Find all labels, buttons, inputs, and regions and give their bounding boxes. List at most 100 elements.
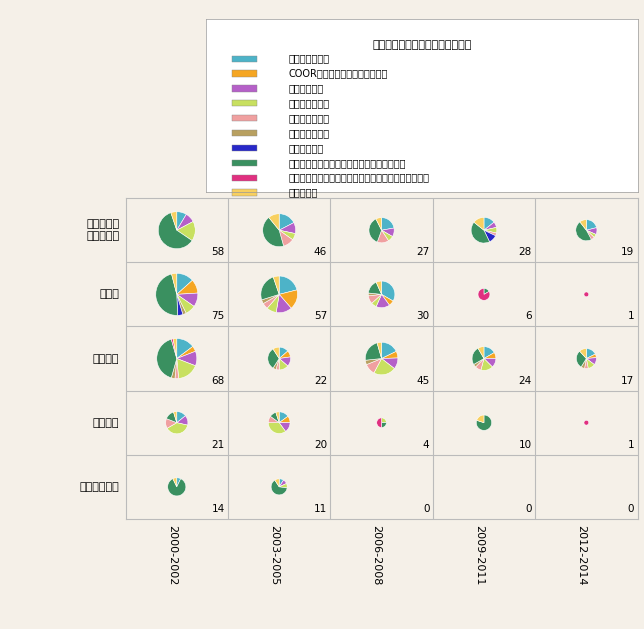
- Wedge shape: [261, 294, 279, 304]
- Wedge shape: [156, 339, 176, 378]
- Wedge shape: [176, 281, 198, 294]
- Text: 10: 10: [519, 440, 532, 450]
- Wedge shape: [376, 294, 390, 308]
- Wedge shape: [576, 351, 586, 367]
- Wedge shape: [576, 222, 591, 241]
- Wedge shape: [484, 227, 497, 233]
- Wedge shape: [279, 214, 294, 230]
- Wedge shape: [276, 294, 291, 313]
- Text: 日本曹達: 日本曹達: [93, 418, 119, 428]
- Wedge shape: [156, 274, 178, 315]
- Wedge shape: [176, 411, 185, 423]
- Wedge shape: [365, 343, 381, 360]
- Wedge shape: [374, 359, 394, 375]
- Wedge shape: [473, 359, 484, 367]
- Wedge shape: [586, 228, 597, 235]
- Wedge shape: [263, 218, 283, 247]
- Wedge shape: [279, 359, 288, 370]
- Wedge shape: [475, 359, 484, 370]
- Wedge shape: [581, 359, 586, 369]
- Wedge shape: [176, 274, 193, 294]
- Wedge shape: [484, 347, 495, 359]
- Wedge shape: [586, 359, 594, 369]
- Wedge shape: [171, 212, 177, 230]
- Wedge shape: [365, 359, 381, 365]
- Wedge shape: [381, 228, 394, 237]
- Bar: [232, 115, 257, 121]
- Text: 他のフェノール: 他のフェノール: [288, 128, 329, 138]
- Wedge shape: [279, 276, 297, 294]
- Wedge shape: [477, 415, 484, 423]
- Wedge shape: [279, 416, 290, 423]
- Wedge shape: [586, 348, 595, 359]
- Wedge shape: [158, 213, 192, 248]
- Text: 28: 28: [518, 247, 532, 257]
- Wedge shape: [484, 230, 495, 242]
- Text: 2012-2014: 2012-2014: [576, 525, 586, 586]
- Text: 75: 75: [211, 311, 225, 321]
- Wedge shape: [484, 359, 496, 367]
- Wedge shape: [474, 218, 484, 230]
- Text: 2006-2008: 2006-2008: [372, 525, 381, 586]
- Wedge shape: [261, 277, 279, 300]
- Wedge shape: [484, 218, 494, 230]
- Text: 45: 45: [416, 376, 430, 386]
- Text: 11: 11: [314, 504, 327, 514]
- Text: 19: 19: [621, 247, 634, 257]
- Bar: [232, 189, 257, 196]
- Wedge shape: [269, 214, 279, 230]
- Wedge shape: [471, 222, 489, 243]
- Wedge shape: [279, 230, 296, 240]
- Text: 22: 22: [314, 376, 327, 386]
- Text: 17: 17: [621, 376, 634, 386]
- Text: 1: 1: [628, 440, 634, 450]
- Wedge shape: [279, 223, 296, 233]
- Text: 27: 27: [416, 247, 430, 257]
- Wedge shape: [279, 412, 288, 423]
- Wedge shape: [171, 339, 176, 359]
- Wedge shape: [376, 281, 382, 294]
- Wedge shape: [176, 351, 197, 366]
- Wedge shape: [276, 359, 279, 370]
- Wedge shape: [580, 220, 587, 230]
- Wedge shape: [176, 338, 193, 359]
- Text: 材料以外に特徴（粒径、酸の解離度、発光手段など）: 材料以外に特徴（粒径、酸の解離度、発光手段など）: [288, 173, 429, 182]
- Text: 21: 21: [211, 440, 225, 450]
- Text: ケミプロ化成: ケミプロ化成: [79, 482, 119, 492]
- Text: 46: 46: [314, 247, 327, 257]
- Text: 30: 30: [417, 311, 430, 321]
- Wedge shape: [279, 230, 292, 246]
- Wedge shape: [269, 416, 279, 423]
- Text: 《ロイコ染料を発色させる材料》: 《ロイコ染料を発色させる材料》: [372, 40, 471, 50]
- Wedge shape: [381, 358, 398, 369]
- Wedge shape: [381, 418, 386, 423]
- Wedge shape: [176, 212, 186, 230]
- Wedge shape: [166, 419, 176, 428]
- Wedge shape: [584, 292, 589, 297]
- Wedge shape: [176, 347, 196, 359]
- Wedge shape: [381, 352, 398, 359]
- Text: カルボン酸系: カルボン酸系: [288, 143, 323, 153]
- Wedge shape: [366, 359, 381, 373]
- Wedge shape: [369, 219, 381, 242]
- Wedge shape: [478, 289, 490, 300]
- Wedge shape: [484, 289, 489, 294]
- Wedge shape: [176, 478, 181, 487]
- Wedge shape: [279, 357, 290, 366]
- Wedge shape: [472, 348, 484, 364]
- Wedge shape: [478, 347, 484, 359]
- Wedge shape: [586, 230, 596, 237]
- Bar: [232, 145, 257, 151]
- Wedge shape: [166, 412, 176, 423]
- Wedge shape: [381, 281, 395, 301]
- Text: 57: 57: [314, 311, 327, 321]
- Text: 2000-2002: 2000-2002: [167, 525, 176, 586]
- Wedge shape: [176, 293, 198, 306]
- Wedge shape: [275, 479, 279, 487]
- Wedge shape: [586, 230, 594, 240]
- Wedge shape: [368, 294, 381, 303]
- Text: 2003-2005: 2003-2005: [269, 525, 279, 586]
- Wedge shape: [167, 423, 187, 434]
- Text: フェノール系、カルボン酸系以外の有機材料: フェノール系、カルボン酸系以外の有機材料: [288, 158, 406, 168]
- Wedge shape: [268, 349, 279, 368]
